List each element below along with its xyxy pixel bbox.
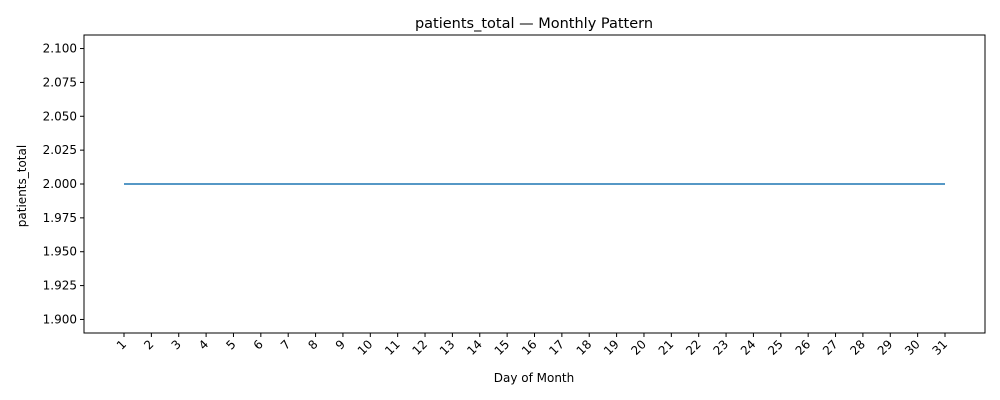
x-tick-label: 27 [820, 337, 841, 358]
x-tick-label: 5 [223, 337, 238, 352]
x-tick-label: 9 [333, 337, 348, 352]
x-axis-title: Day of Month [494, 371, 575, 385]
x-tick-label: 12 [409, 337, 430, 358]
x-tick-label: 15 [492, 337, 513, 358]
x-tick-label: 25 [765, 337, 786, 358]
y-tick-label: 1.900 [43, 312, 77, 326]
x-tick-label: 23 [710, 337, 731, 358]
x-axis: 1 2 3 4 5 6 7 8 9 10 11 12 13 14 15 16 17 18 19 20 21 22 23 24 2… [114, 333, 950, 358]
x-tick-label: 30 [902, 337, 923, 358]
x-tick-label: 10 [355, 337, 376, 358]
chart-title: patients_total — Monthly Pattern [415, 16, 653, 32]
y-tick-label: 2.050 [43, 109, 77, 123]
x-tick-label: 18 [574, 337, 595, 358]
x-tick-label: 17 [546, 337, 567, 358]
y-tick-label: 2.000 [43, 177, 77, 191]
x-tick-label: 20 [628, 337, 649, 358]
x-tick-label: 22 [683, 337, 704, 358]
y-axis: 1.900 1.925 1.950 1.975 2.000 2.025 2.050 2.075… [43, 42, 84, 326]
x-tick-label: 28 [847, 337, 868, 358]
x-tick-label: 21 [656, 337, 677, 358]
x-tick-label: 8 [305, 337, 320, 352]
x-tick-label: 14 [464, 337, 485, 358]
x-tick-label: 2 [141, 337, 156, 352]
x-tick-label: 6 [251, 337, 266, 352]
x-tick-label: 26 [793, 337, 814, 358]
x-tick-label: 16 [519, 337, 540, 358]
y-tick-label: 2.025 [43, 143, 77, 157]
x-tick-label: 1 [114, 337, 129, 352]
x-tick-label: 11 [382, 337, 403, 358]
x-tick-label: 7 [278, 337, 293, 352]
y-tick-label: 2.100 [43, 42, 77, 56]
y-axis-title: patients_total [15, 145, 29, 227]
x-tick-label: 29 [875, 337, 896, 358]
y-tick-label: 1.925 [43, 279, 77, 293]
y-tick-label: 2.075 [43, 75, 77, 89]
x-tick-label: 24 [738, 337, 759, 358]
x-tick-label: 4 [196, 337, 211, 352]
x-tick-label: 3 [169, 337, 184, 352]
x-tick-label: 13 [437, 337, 458, 358]
x-tick-label: 31 [929, 337, 950, 358]
y-tick-label: 1.975 [43, 211, 77, 225]
x-tick-label: 19 [601, 337, 622, 358]
y-tick-label: 1.950 [43, 245, 77, 259]
